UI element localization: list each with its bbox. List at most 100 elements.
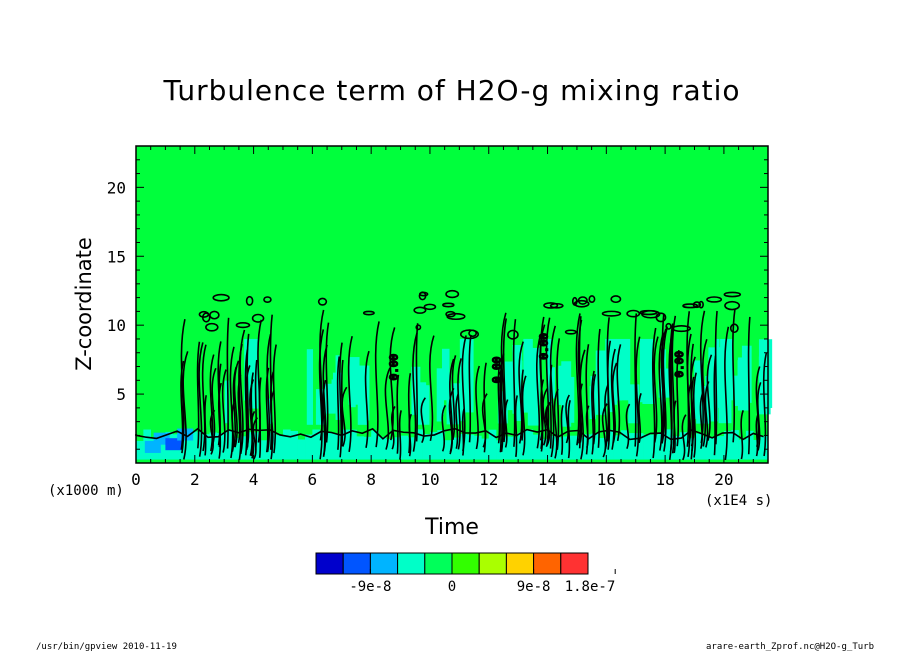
contour-line [692,372,697,458]
field-cell [657,432,666,460]
contour-line [226,317,230,449]
contour-line [245,295,254,306]
field-cell [253,432,262,460]
y-unit-label: (x1000 m) [48,483,124,499]
contour-line [205,322,219,332]
contour-line [209,354,215,452]
x-tick-label: 4 [249,470,259,489]
field-cell [312,429,321,460]
y-tick-layer: 5 10 15 20 [107,145,768,464]
contour-line [706,296,723,303]
chart-title: Turbulence term of H2O-g mixing ratio [163,74,741,107]
contour-line [553,388,559,459]
field-cell [723,431,732,460]
contour-line [235,321,251,329]
field-cell [532,434,541,460]
contour-line [413,306,427,314]
field-layer [136,146,773,463]
field-cell [524,338,533,404]
contour-line [701,339,708,447]
y-axis-label: Z-coordinate [72,237,96,371]
contour-line [713,355,717,456]
field-cell [497,391,508,424]
x-tick-layer: 0 2 4 6 8 10 12 14 16 18 20 [131,146,769,489]
field-cell [411,366,421,415]
contour-line [451,355,457,441]
field-cell [436,368,444,422]
field-cell [180,436,188,460]
field-cell [549,367,555,399]
field-cell [359,365,370,421]
contour-line [512,319,517,447]
colorbar-cell [478,552,507,575]
contour-line [521,375,527,456]
x-tick-label: 18 [655,470,674,489]
colorbar-cell [505,552,535,575]
contour-line [212,293,230,302]
contour-line [724,300,741,311]
field-cell [672,436,681,460]
contour-line [502,318,507,443]
field-cell [371,430,379,460]
contour-line [729,323,739,334]
field-cell [562,436,570,460]
contour-line [420,397,427,444]
field-cell [635,433,644,460]
field-cell [488,429,497,460]
contour-line [461,335,467,452]
field-cell [504,361,517,411]
contour-line [229,346,235,459]
colorbar-cell [560,552,589,575]
contour-line [661,314,665,441]
colorbar-cell [397,552,426,575]
field-cell [503,436,512,460]
x-tick-label: 12 [479,470,498,489]
y-tick-label: 5 [116,385,126,404]
field-cell [694,433,703,460]
contour-line [634,313,638,447]
field-cell [731,430,739,460]
field-cell [598,438,607,460]
contour-line [571,296,578,306]
contour-line [610,295,622,304]
contour-line [762,352,768,457]
field-cell [422,434,431,460]
field-cell [416,385,430,425]
contour-line [196,341,201,449]
colorbar-cell [342,552,371,575]
field-cell [616,338,631,401]
contour-line [245,365,251,451]
field-cell [709,436,717,460]
contour-line [415,323,419,442]
contour-line [514,395,518,458]
contour-line [625,403,631,449]
contour-line [573,299,590,308]
field-cell [733,375,739,406]
field-cell [716,347,728,403]
field-cell [569,435,578,460]
contour-line [556,338,561,450]
field-cell [238,436,247,460]
contour-line [441,404,447,452]
contour-line [423,303,437,311]
contour-line [567,400,571,459]
contour-line [317,297,328,306]
contour-line [635,336,641,457]
contour-line [347,336,353,453]
contour-label: 0.00 [538,333,551,360]
contour-line [704,381,710,448]
contour-line [364,350,370,448]
field-cell [665,429,673,460]
contour-layer: 0.00 0.00 0.00 0.00 [135,289,768,461]
contour-line [445,289,460,299]
contour-line [209,310,220,320]
field-cell [613,435,622,460]
contour-line [336,356,341,450]
contour-line [682,303,699,309]
x-tick-label: 8 [366,470,376,489]
field-cell [327,432,335,460]
contour-line [182,351,189,460]
contour-line [565,394,570,444]
contour-line [396,374,400,454]
